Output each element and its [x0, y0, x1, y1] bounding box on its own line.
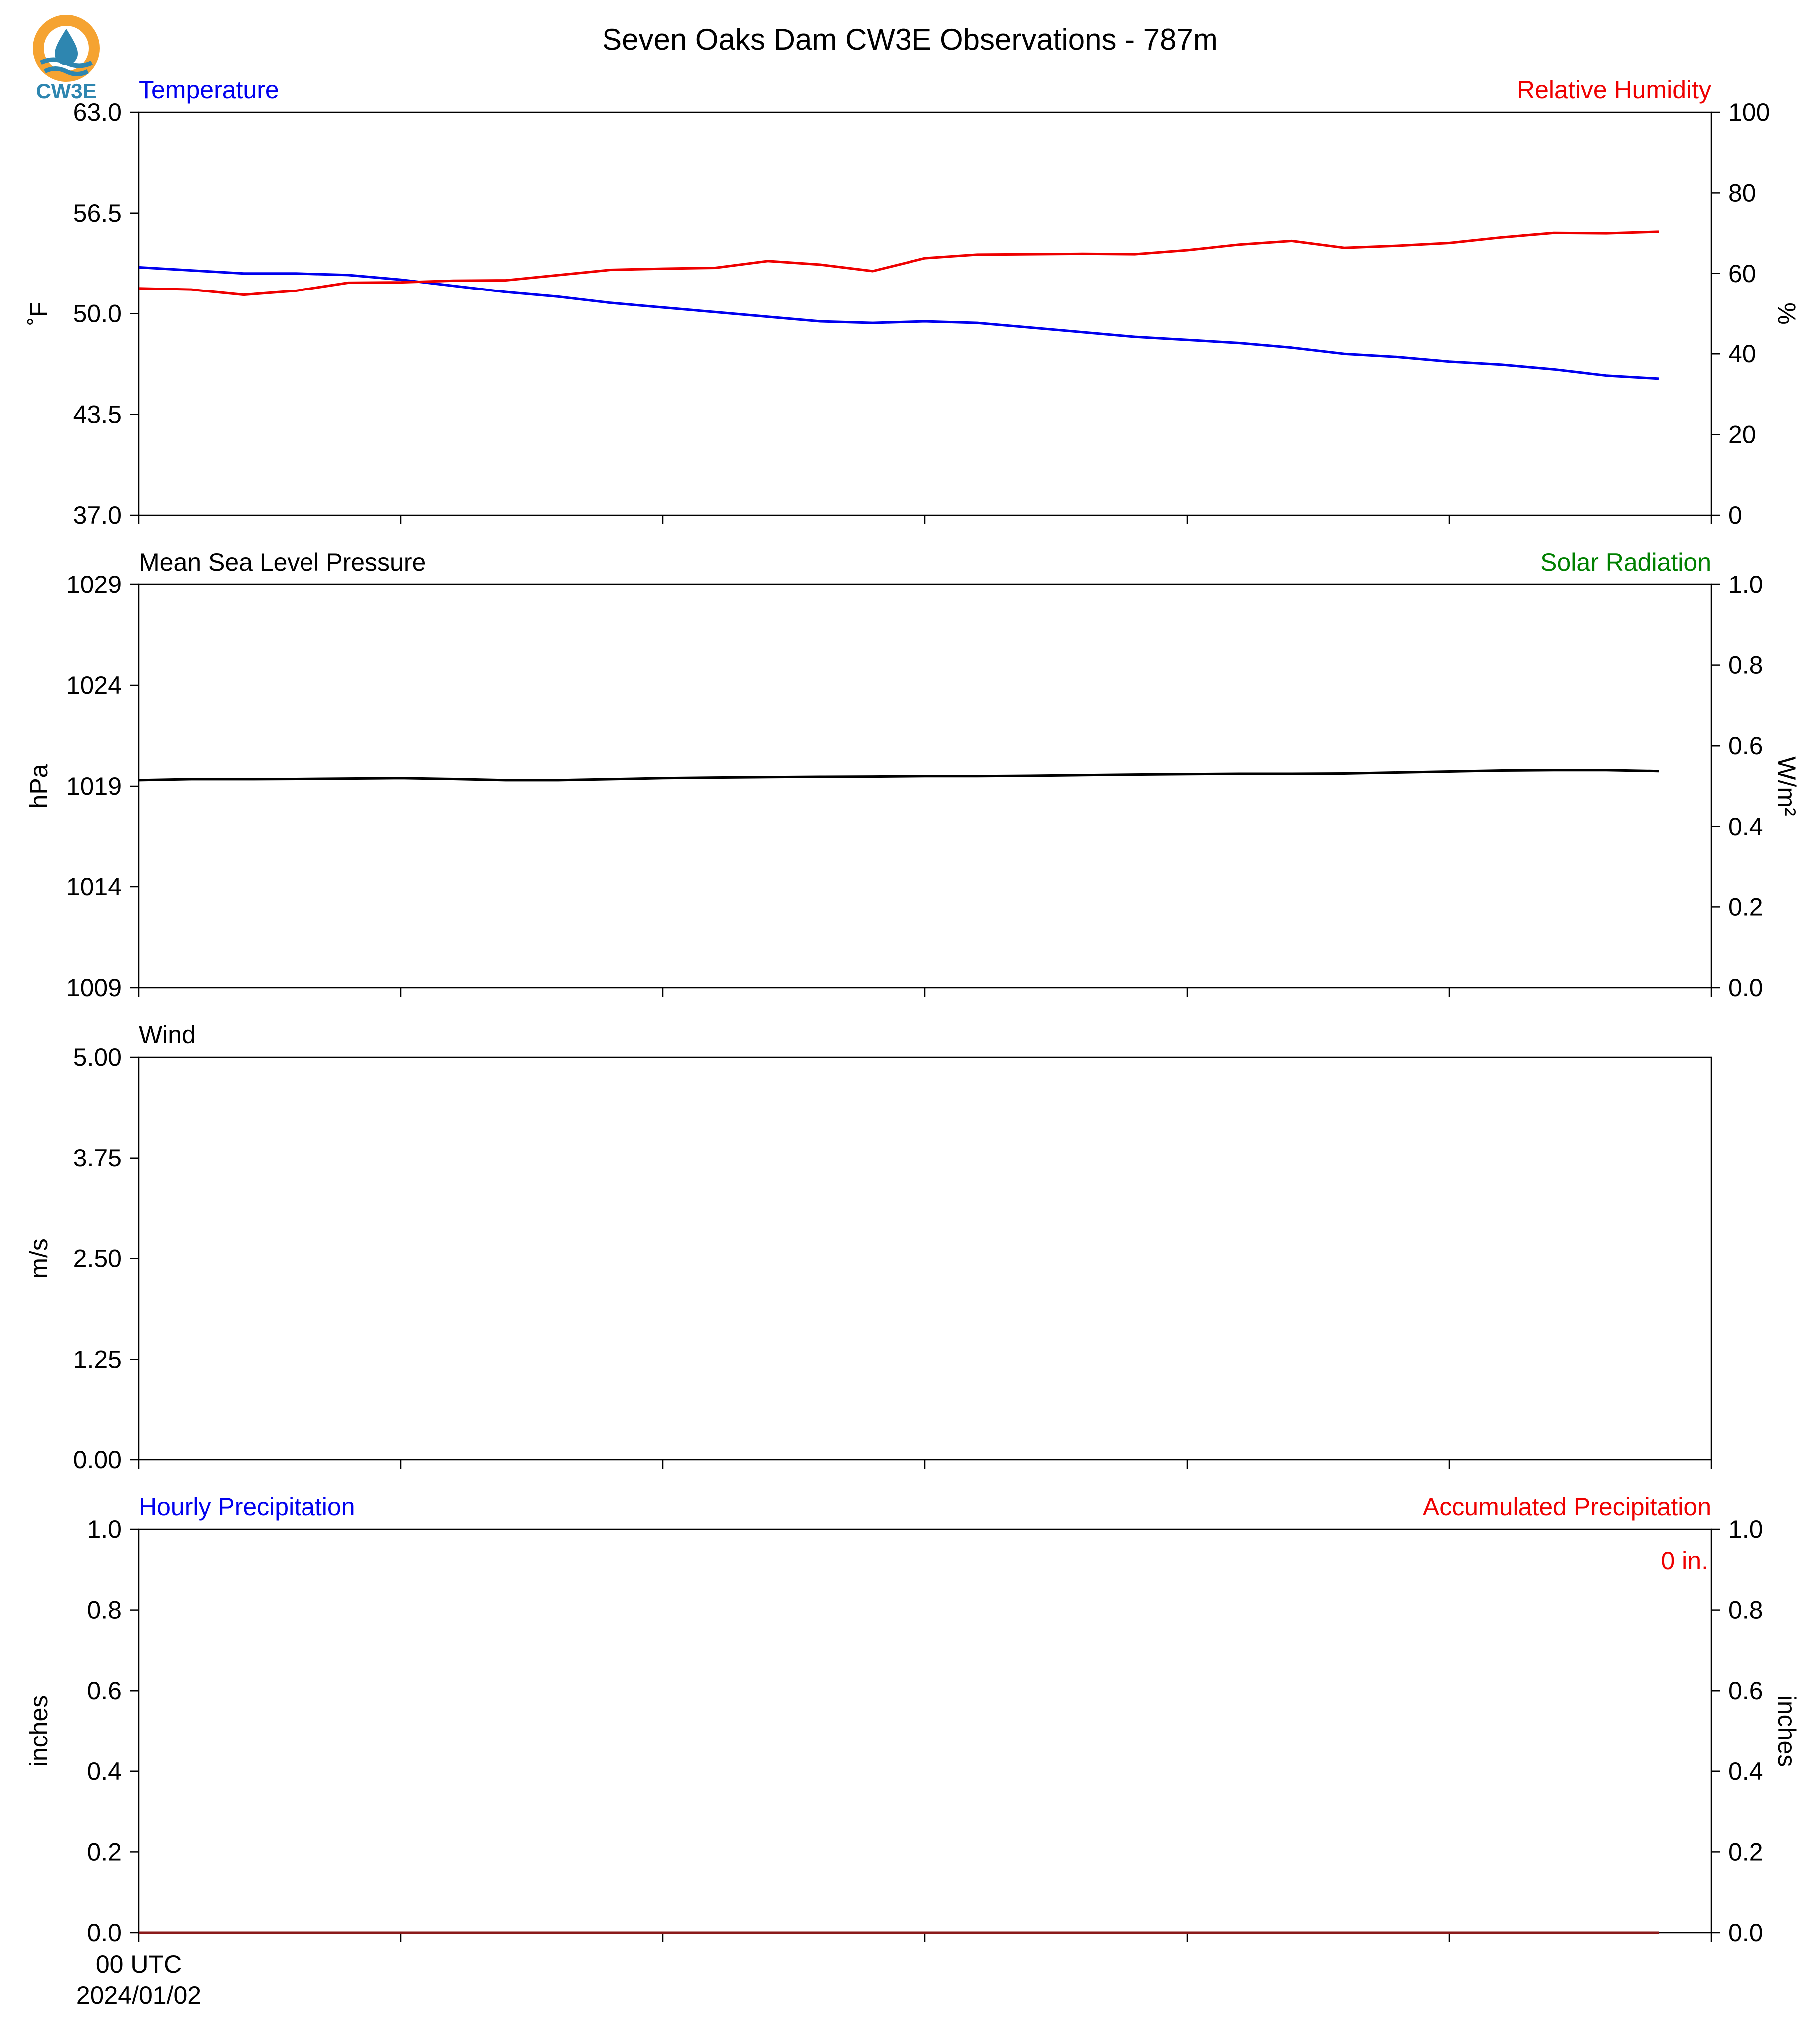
- y-tick-label: 50.0: [73, 300, 122, 328]
- y-tick-label: 43.5: [73, 400, 122, 428]
- y-tick-label: 1009: [66, 974, 122, 1002]
- y-axis-label: hPa: [25, 764, 53, 808]
- panel-title-right: Relative Humidity: [1517, 76, 1711, 104]
- y-right-tick-label: 0.2: [1728, 893, 1763, 921]
- logo-text: CW3E: [36, 79, 96, 103]
- y-tick-label: 3.75: [73, 1144, 122, 1172]
- y-tick-label: 5.00: [73, 1043, 122, 1071]
- y-tick-label: 1029: [66, 571, 122, 598]
- y-right-tick-label: 1.0: [1728, 1515, 1763, 1543]
- panel-4: Hourly Precipitation Accumulated Precipit…: [25, 1493, 1801, 1947]
- y-tick-label: 0.4: [87, 1757, 122, 1785]
- panels: Temperature Relative Humidity 37.0 43.5 50.0…: [25, 76, 1801, 2009]
- y-right-tick-label: 100: [1728, 98, 1770, 126]
- cw3e-logo: CW3E: [33, 15, 100, 103]
- panel-1: Temperature Relative Humidity 37.0 43.5 50.0…: [25, 76, 1801, 529]
- y-tick-label: 1.25: [73, 1345, 122, 1373]
- y-tick-label: 37.0: [73, 501, 122, 529]
- y-right-tick-label: 0.8: [1728, 1596, 1763, 1624]
- y-right-tick-label: 0.4: [1728, 813, 1763, 841]
- y-right-tick-label: 80: [1728, 179, 1756, 207]
- y-tick-label: 56.5: [73, 199, 122, 227]
- y-right-tick-label: 0: [1728, 501, 1742, 529]
- y-tick-label: 0.00: [73, 1446, 122, 1474]
- y-right-tick-label: 0.4: [1728, 1757, 1763, 1785]
- y-tick-label: 0.8: [87, 1596, 122, 1624]
- y-right-axis-label: %: [1773, 302, 1801, 324]
- logo-wave-icon: [40, 57, 93, 68]
- x-tick-label: 00 UTC: [96, 1950, 182, 1978]
- y-tick-label: 63.0: [73, 98, 122, 126]
- panel-title-left: Mean Sea Level Pressure: [139, 548, 426, 576]
- panel-2: Mean Sea Level Pressure Solar Radiation 10…: [25, 548, 1801, 1002]
- y-right-tick-label: 0.0: [1728, 1919, 1763, 1947]
- panel-title-left: Temperature: [139, 76, 279, 104]
- accumulated-total-annotation: 0 in.: [1661, 1547, 1708, 1575]
- panel-3: Wind 0.00 1.25 2.50 3.75 5.00 m/s: [25, 1021, 1712, 1474]
- panel-title-left: Wind: [139, 1021, 196, 1049]
- panel-title-right: Solar Radiation: [1540, 548, 1711, 576]
- figure-title: Seven Oaks Dam CW3E Observations - 787m: [602, 23, 1218, 56]
- logo-wave-icon: [43, 66, 89, 76]
- y-right-tick-label: 1.0: [1728, 571, 1763, 598]
- y-tick-label: 2.50: [73, 1245, 122, 1273]
- y-right-tick-label: 40: [1728, 340, 1756, 368]
- y-right-tick-label: 0.8: [1728, 651, 1763, 679]
- y-right-tick-label: 60: [1728, 260, 1756, 288]
- panel-title-right: Accumulated Precipitation: [1423, 1493, 1711, 1521]
- y-tick-label: 1024: [66, 671, 122, 699]
- y-tick-label: 0.0: [87, 1919, 122, 1947]
- y-right-tick-label: 0.2: [1728, 1838, 1763, 1866]
- series-line-relative-humidity: [138, 230, 1659, 296]
- y-tick-label: 1019: [66, 772, 122, 800]
- series-line-mean-sea-level-pressure: [138, 769, 1659, 782]
- y-axis-label: inches: [25, 1695, 53, 1767]
- y-tick-label: 1.0: [87, 1515, 122, 1543]
- y-right-tick-label: 0.6: [1728, 732, 1763, 760]
- y-tick-label: 0.6: [87, 1677, 122, 1705]
- y-right-tick-label: 20: [1728, 421, 1756, 449]
- logo-ring-icon: [33, 15, 100, 82]
- logo-drop-icon: [55, 29, 78, 65]
- series-line-temperature: [138, 266, 1659, 380]
- x-tick-date-label: 2024/01/02: [76, 1981, 201, 2009]
- y-right-axis-label: W/m²: [1773, 756, 1801, 816]
- y-right-axis-label: inches: [1773, 1695, 1801, 1767]
- y-axis-label: m/s: [25, 1238, 53, 1279]
- y-tick-label: 1014: [66, 873, 122, 901]
- y-axis-label: ˚F: [25, 302, 53, 325]
- panel-title-left: Hourly Precipitation: [139, 1493, 355, 1521]
- y-right-tick-label: 0.6: [1728, 1677, 1763, 1705]
- y-right-tick-label: 0.0: [1728, 974, 1763, 1002]
- y-tick-label: 0.2: [87, 1838, 122, 1866]
